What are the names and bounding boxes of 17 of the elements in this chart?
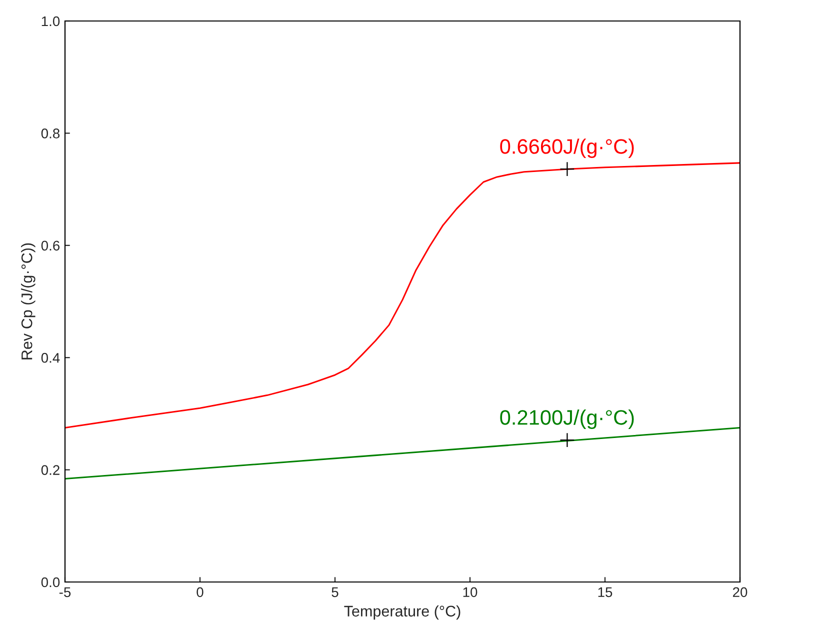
x-tick-label: 10 [463, 587, 478, 598]
annotation: 0.2100J/(g·°C) [500, 410, 634, 429]
y-tick-label: 0.6 [41, 240, 60, 251]
line-series [65, 162, 740, 428]
annotation: 0.6660J/(g·°C) [500, 138, 634, 158]
y-tick-label: 0.8 [41, 128, 60, 138]
y-axis-title: Rev Cp (J/(g·°C)) [21, 243, 36, 360]
x-tick-label: -5 [59, 587, 71, 598]
y-tick-label: 0.4 [41, 352, 60, 363]
y-tick-label: 0.2 [41, 465, 60, 475]
x-tick-label: 15 [598, 587, 612, 598]
y-tick-label: 0.0 [41, 577, 60, 588]
x-axis-title: Temperature (°C) [344, 605, 460, 620]
x-tick-label: 0 [196, 587, 204, 598]
x-tick-label: 20 [732, 587, 748, 598]
y-tick-label: 1.0 [42, 16, 60, 26]
x-tick-label: 5 [332, 587, 338, 598]
